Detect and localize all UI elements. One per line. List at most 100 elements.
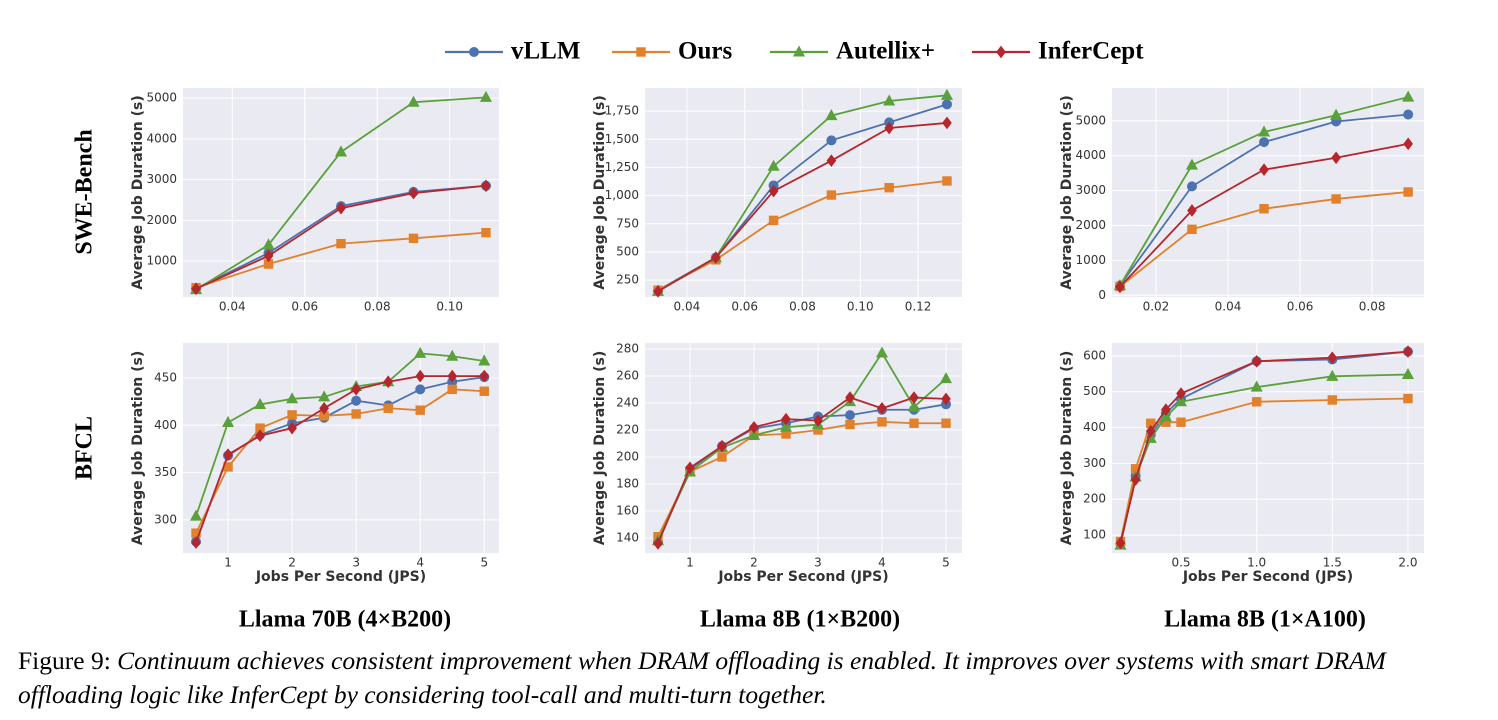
marker [1331,151,1341,165]
y-axis-label: Average Job Duration (s) [130,95,146,289]
y-tick-label: 2000 [146,213,177,227]
marker [1403,345,1413,358]
marker [1176,417,1186,427]
marker [334,145,348,157]
y-axis-label: Average Job Duration (s) [592,351,608,545]
line [657,122,948,293]
plot-area [1112,88,1424,297]
marker [351,409,361,419]
marker [383,403,393,413]
marker [1251,397,1262,407]
x-tick-label: 1 [224,556,232,570]
legend-marker [636,47,646,57]
marker [1330,108,1343,120]
marker [1251,354,1262,368]
y-tick-label: 3000 [1075,183,1106,197]
marker [408,186,419,200]
marker [415,369,426,383]
marker [875,346,889,358]
marker [768,215,779,226]
x-tick-label: 0.06 [291,300,318,314]
marker [1331,194,1341,204]
legend-label: Ours [678,38,732,65]
y-tick-label: 1,750 [605,104,639,118]
marker [447,369,458,383]
x-tick-label: 1.5 [1323,556,1342,570]
x-axis-label: Jobs Per Second (JPS) [1182,569,1353,585]
marker [1401,367,1415,380]
marker [710,251,721,264]
marker [447,384,457,395]
y-tick-label: 500 [616,244,639,258]
marker [478,354,491,366]
marker [941,99,952,110]
marker [351,383,361,396]
marker [1403,109,1414,120]
marker [287,421,297,435]
x-tick-label: 0.08 [364,300,391,314]
marker [221,415,235,427]
marker [1259,137,1270,148]
x-tick-label: 5 [942,556,950,570]
y-tick-label: 350 [154,465,177,479]
marker [941,392,951,406]
marker [884,121,895,135]
marker [845,391,855,404]
y-tick-label: 280 [616,341,639,355]
x-tick-label: 0.5 [1171,556,1190,570]
line [657,180,948,292]
marker [415,384,426,395]
x-tick-label: 2 [750,556,758,570]
y-tick-label: 0 [1098,288,1106,302]
marker [407,95,420,107]
y-tick-label: 1,500 [605,132,639,146]
marker [653,285,663,298]
marker [415,405,425,415]
y-tick-label: 160 [616,504,639,518]
x-tick-label: 0.12 [905,300,932,314]
x-tick-label: 0.10 [436,300,463,314]
marker [813,414,823,427]
marker [1402,90,1415,102]
marker [1257,125,1271,137]
x-tick-label: 3 [352,556,360,570]
marker [779,420,793,432]
y-tick-label: 1000 [146,254,177,268]
marker [749,420,759,434]
legend-label: InferCept [1038,38,1144,65]
line [657,420,946,538]
plot-area [183,88,499,297]
marker [845,419,855,430]
y-tick-label: 600 [1083,348,1106,362]
legend-marker [996,45,1006,59]
marker [941,418,951,428]
marker [884,183,894,193]
marker [1403,187,1413,197]
y-tick-label: 240 [616,395,639,409]
x-tick-label: 0.08 [789,300,816,314]
y-tick-label: 100 [1083,528,1106,542]
line [195,388,485,534]
y-tick-label: 4000 [146,131,177,145]
marker [717,439,727,453]
caption: Figure 9: Continuum achieves consistent … [18,644,1496,712]
x-tick-label: 0.04 [219,300,246,314]
marker [717,452,727,462]
y-tick-label: 200 [616,449,639,463]
marker [479,90,492,102]
marker [1327,351,1338,365]
marker [1115,280,1125,294]
y-tick-label: 3000 [146,172,177,186]
row-label: SWE-Bench [72,129,98,254]
legend-label: Autellix+ [836,38,935,65]
marker [1327,395,1338,405]
line [195,375,485,543]
legend-label: vLLM [511,38,580,65]
marker [479,386,489,396]
marker [826,135,837,146]
marker [319,401,329,415]
marker [481,227,491,238]
x-tick-label: 0.06 [731,300,758,314]
